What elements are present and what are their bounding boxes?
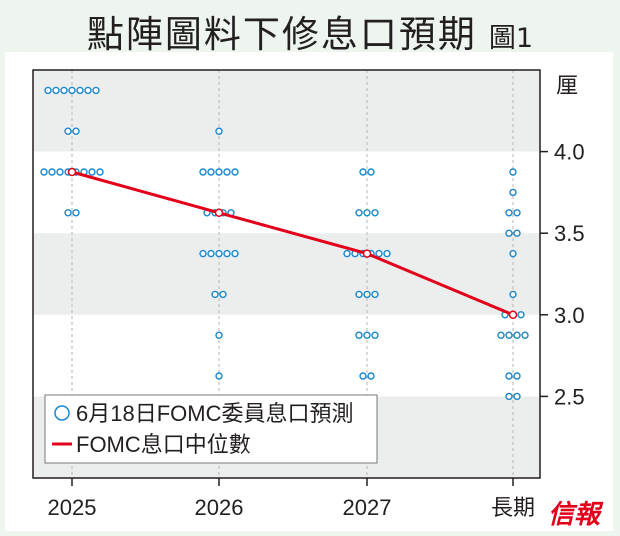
median-point bbox=[508, 310, 518, 320]
projection-dot bbox=[513, 331, 521, 339]
projection-dot bbox=[207, 168, 215, 176]
projection-dot bbox=[513, 229, 521, 237]
projection-dot bbox=[60, 86, 68, 95]
median-line bbox=[71, 170, 514, 317]
chart-title: 點陣圖料下修息口預期 圖1 bbox=[0, 4, 620, 58]
projection-dot bbox=[375, 249, 383, 258]
y-tick-label: 2.5 bbox=[554, 384, 585, 409]
legend-label-projections: 6月18日FOMC委員息口預測 bbox=[76, 401, 353, 426]
projection-dot bbox=[513, 209, 521, 217]
projection-dot bbox=[343, 249, 351, 258]
y-tick-label: 3.5 bbox=[554, 221, 585, 246]
projection-dot bbox=[92, 86, 100, 95]
projection-dot bbox=[359, 372, 367, 380]
projection-dot bbox=[215, 331, 223, 339]
median-point bbox=[67, 167, 77, 177]
projection-dot bbox=[231, 168, 239, 176]
projection-dot bbox=[509, 290, 517, 299]
y-axis-unit: 厘 bbox=[556, 73, 578, 98]
y-tick-label: 4.0 bbox=[554, 140, 585, 165]
projection-dot bbox=[383, 249, 391, 258]
projection-dot bbox=[355, 209, 363, 217]
projection-dot bbox=[40, 168, 48, 176]
projection-dot bbox=[88, 168, 96, 176]
projection-dot bbox=[497, 331, 505, 339]
projection-dot bbox=[64, 127, 72, 135]
projection-dot bbox=[371, 290, 379, 299]
projection-dot bbox=[219, 290, 227, 299]
projection-dot bbox=[223, 249, 231, 258]
projection-dot bbox=[199, 249, 207, 258]
x-tick-label: 2026 bbox=[195, 495, 244, 520]
x-tick-label: 長期 bbox=[491, 495, 535, 520]
projection-dot bbox=[371, 209, 379, 217]
projection-dot bbox=[215, 249, 223, 258]
legend-dot-icon bbox=[54, 405, 70, 421]
projection-dot bbox=[355, 331, 363, 339]
projection-dot bbox=[505, 209, 513, 217]
projection-dot bbox=[48, 168, 56, 176]
projection-dot bbox=[513, 372, 521, 380]
projection-dot bbox=[363, 290, 371, 299]
projection-dot bbox=[211, 290, 219, 299]
title-text: 點陣圖料下修息口預期 bbox=[86, 13, 477, 56]
projection-dot bbox=[44, 86, 52, 95]
projection-dot bbox=[509, 249, 517, 258]
median-point bbox=[214, 208, 224, 218]
projection-dot bbox=[359, 168, 367, 176]
projection-dot bbox=[363, 209, 371, 217]
x-tick-label: 2027 bbox=[343, 495, 392, 520]
projection-dot bbox=[509, 188, 517, 197]
projection-dot bbox=[64, 209, 72, 217]
projection-dot bbox=[52, 86, 60, 95]
projection-dot bbox=[367, 372, 375, 380]
projection-dot bbox=[68, 86, 76, 95]
projection-dot bbox=[223, 168, 231, 176]
plot-frame bbox=[32, 69, 541, 479]
projection-dot bbox=[367, 168, 375, 176]
projection-dot bbox=[207, 249, 215, 258]
publisher-logo: 信報 bbox=[548, 500, 601, 530]
legend-label-median: FOMC息口中位數 bbox=[76, 432, 251, 457]
gray-band bbox=[33, 233, 540, 315]
projection-dot bbox=[215, 372, 223, 380]
projection-dot bbox=[505, 372, 513, 380]
projection-dot bbox=[84, 86, 92, 95]
projection-dot bbox=[72, 127, 80, 135]
projection-dot bbox=[505, 392, 513, 401]
median-point bbox=[362, 249, 372, 258]
projection-dot bbox=[371, 331, 379, 339]
y-tick-label: 3.0 bbox=[554, 303, 585, 328]
projection-dot bbox=[76, 86, 84, 95]
legend-box bbox=[44, 394, 378, 464]
projection-dot bbox=[72, 209, 80, 217]
projection-dot bbox=[505, 229, 513, 237]
figure-label: 圖1 bbox=[488, 23, 534, 54]
projection-dot bbox=[355, 290, 363, 299]
projection-dot bbox=[231, 249, 239, 258]
projection-dot bbox=[96, 168, 104, 176]
x-tick-label: 2025 bbox=[48, 495, 97, 520]
projection-dot bbox=[517, 311, 525, 319]
projection-dot bbox=[513, 392, 521, 401]
projection-dot bbox=[505, 331, 513, 339]
gray-band bbox=[33, 70, 540, 152]
projection-dot bbox=[215, 168, 223, 176]
projection-dot bbox=[199, 168, 207, 176]
projection-dot bbox=[215, 127, 223, 135]
projection-dot bbox=[363, 331, 371, 339]
projection-dot bbox=[521, 331, 529, 339]
projection-dot bbox=[509, 168, 517, 176]
projection-dot bbox=[56, 168, 64, 176]
